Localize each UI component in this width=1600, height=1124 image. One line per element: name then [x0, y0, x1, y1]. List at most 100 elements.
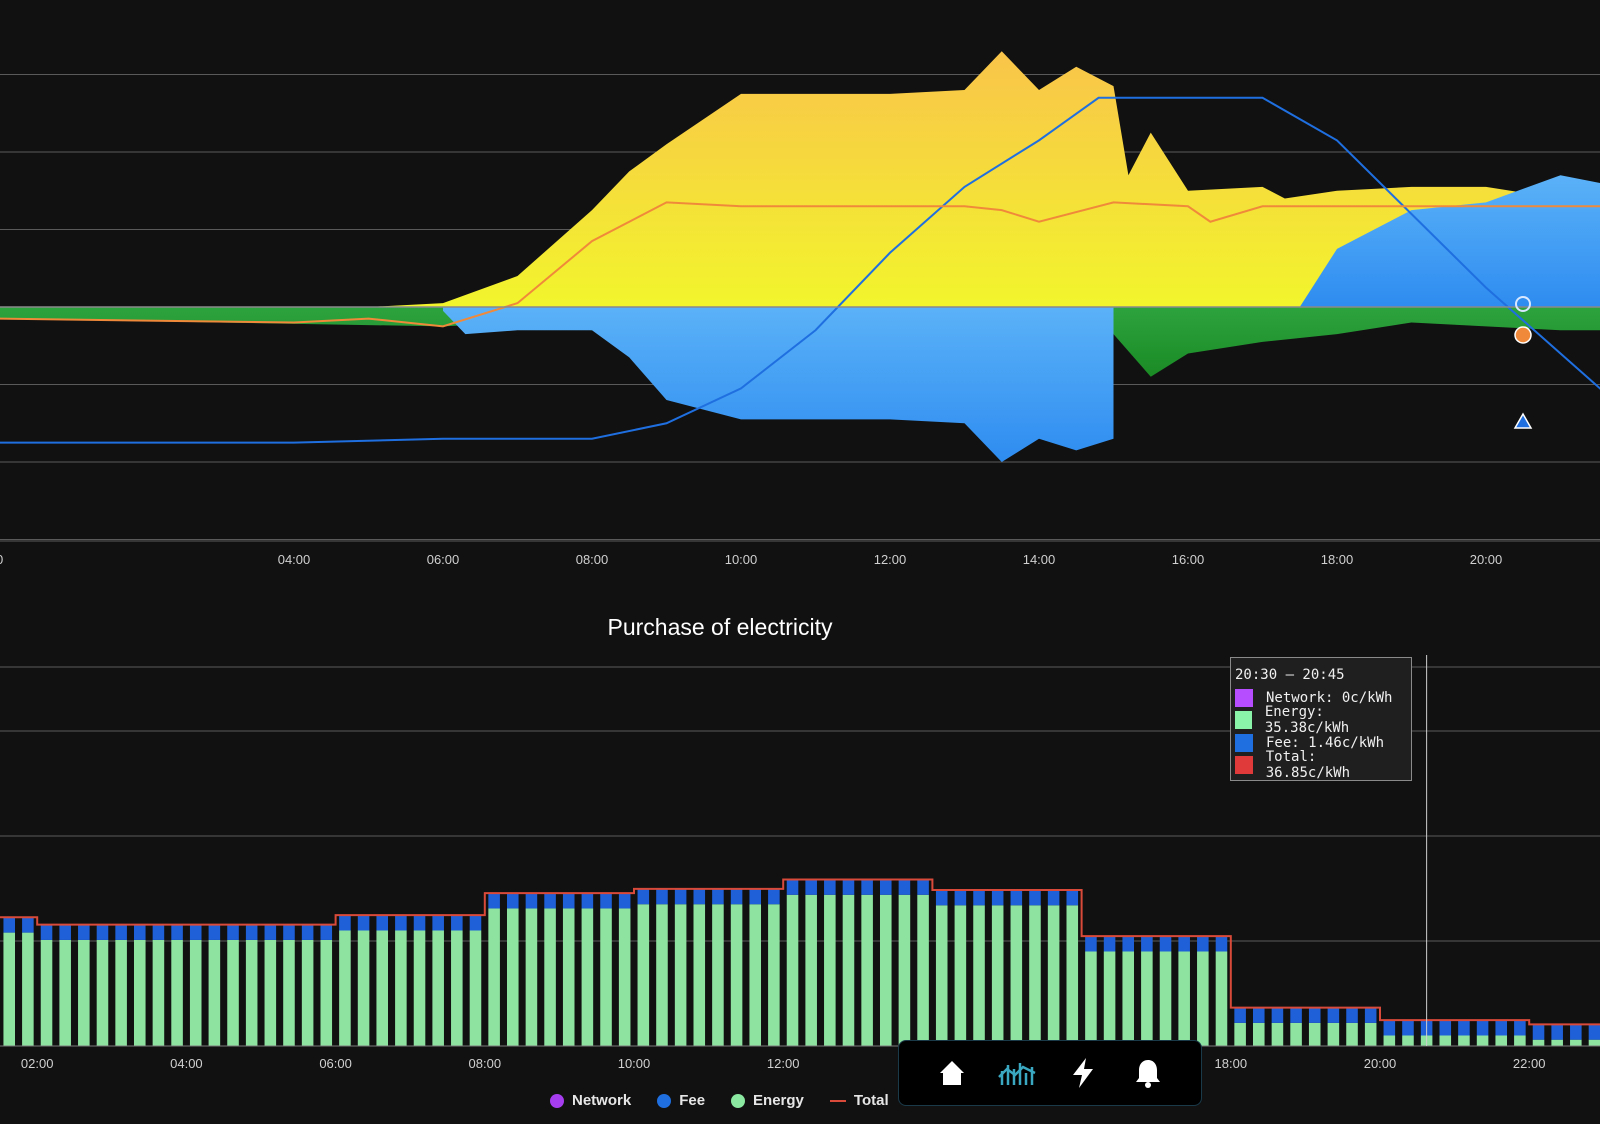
fee-bar	[1495, 1020, 1508, 1036]
fee-bar	[544, 893, 556, 909]
energy-bar	[133, 939, 146, 1046]
energy-bar	[935, 905, 948, 1046]
fee-bar	[898, 879, 911, 895]
energy-flow-chart[interactable]: 00 04:00 06:00 08:00 10:00 12:00 14:00 16:00 18:…	[0, 0, 1600, 580]
legend-total[interactable]: Total	[829, 1092, 889, 1109]
energy-bar	[1159, 951, 1172, 1046]
fee-bar	[1551, 1024, 1563, 1040]
energy-bar	[357, 930, 370, 1046]
fee-bar	[1234, 1007, 1246, 1023]
energy-bar	[656, 904, 668, 1046]
price-legend: Network Fee Energy Total	[550, 1092, 889, 1109]
energy-bar	[115, 939, 127, 1046]
energy-bar	[1252, 1022, 1265, 1046]
nav-home[interactable]	[932, 1053, 972, 1093]
energy-bar	[488, 908, 500, 1046]
fee-bar	[1532, 1024, 1545, 1040]
energy-bar	[1197, 951, 1209, 1046]
energy-bar	[171, 939, 183, 1046]
energy-bar	[1476, 1035, 1489, 1046]
consumption-line	[0, 201, 1600, 328]
energy-bar	[189, 939, 202, 1046]
fee-bar	[1122, 936, 1135, 952]
energy-bar	[768, 904, 780, 1046]
fee-bar	[301, 924, 314, 940]
energy-bar	[805, 894, 817, 1046]
grid-export-area	[0, 307, 1600, 393]
fee-bar	[506, 893, 519, 909]
fee-bar	[339, 915, 351, 931]
fee-bar	[693, 888, 706, 905]
energy-bar	[78, 939, 90, 1046]
fee-bar	[712, 888, 724, 905]
soc-marker	[1513, 412, 1533, 429]
energy-bar	[339, 930, 351, 1046]
energy-bar	[1178, 951, 1190, 1046]
legend-network-marker	[550, 1093, 564, 1108]
energy-bar	[1085, 951, 1097, 1046]
fee-bar	[1308, 1007, 1321, 1023]
x-tick-label: 14:00	[1023, 552, 1056, 567]
fee-bar	[1029, 889, 1041, 906]
fee-bar	[1570, 1024, 1582, 1040]
fee-bar	[96, 924, 109, 940]
energy-bar	[1103, 951, 1116, 1046]
fee-bar	[1514, 1020, 1526, 1036]
fee-bar	[954, 889, 967, 906]
energy-bar	[1327, 1022, 1340, 1046]
energy-bar	[1308, 1022, 1321, 1046]
fee-bar	[1458, 1020, 1470, 1036]
fee-bar	[842, 879, 855, 895]
energy-bar	[1532, 1039, 1545, 1046]
energy-bar	[432, 930, 444, 1046]
energy-bar	[730, 904, 743, 1046]
fee-bar	[991, 889, 1004, 906]
legend-energy[interactable]: Energy	[731, 1092, 804, 1109]
nav-charts[interactable]	[997, 1053, 1037, 1093]
energy-bar	[283, 939, 295, 1046]
fee-swatch	[1235, 733, 1253, 752]
fee-bar	[245, 924, 258, 940]
fee-bar	[320, 924, 333, 940]
energy-bar	[3, 932, 16, 1046]
x-tick-label: 02:00	[21, 1056, 54, 1071]
battery-charge-area	[443, 307, 1114, 462]
energy-bar	[600, 908, 612, 1046]
nav-notifications[interactable]	[1128, 1053, 1168, 1093]
bottom-navbar	[898, 1040, 1202, 1106]
tooltip-network-label: Network: 0c/kWh	[1266, 689, 1393, 706]
legend-total-label: Total	[853, 1092, 889, 1109]
energy-bar	[712, 904, 724, 1046]
fee-bar	[1588, 1024, 1600, 1040]
fee-bar	[1197, 936, 1209, 952]
electricity-price-chart[interactable]: 02:0004:0006:0008:0010:0012:0014:0016:00…	[0, 600, 1600, 1080]
nav-energy[interactable]	[1063, 1053, 1103, 1093]
energy-bar	[1234, 1022, 1246, 1046]
fee-bar	[40, 924, 53, 940]
energy-bar	[1029, 905, 1041, 1046]
legend-network[interactable]: Network	[550, 1092, 631, 1109]
energy-bar	[59, 939, 71, 1046]
fee-bar	[805, 879, 817, 895]
fee-bar	[1439, 1020, 1452, 1036]
energy-bar	[1439, 1035, 1452, 1046]
tooltip-energy-label: Energy: 35.38c/kWh	[1264, 704, 1350, 737]
fee-bar	[451, 915, 463, 931]
fee-bar	[413, 915, 426, 931]
energy-bar	[1570, 1039, 1582, 1046]
tooltip-row-fee: Fee: 1.46c/kWh	[1235, 732, 1407, 755]
energy-bar	[40, 939, 53, 1046]
x-tick-label: 18:00	[1215, 1056, 1248, 1071]
legend-fee[interactable]: Fee	[657, 1092, 705, 1109]
energy-bar	[1122, 951, 1135, 1046]
fee-bar	[432, 915, 444, 931]
fee-bar	[78, 924, 90, 940]
energy-bar	[917, 894, 929, 1046]
battery-discharge-area	[0, 175, 1600, 307]
energy-bar	[824, 894, 836, 1046]
home-icon	[939, 1061, 964, 1085]
fee-bar	[469, 915, 482, 931]
network-swatch	[1235, 688, 1253, 707]
energy-bar	[1551, 1039, 1563, 1046]
energy-bar	[637, 904, 650, 1046]
